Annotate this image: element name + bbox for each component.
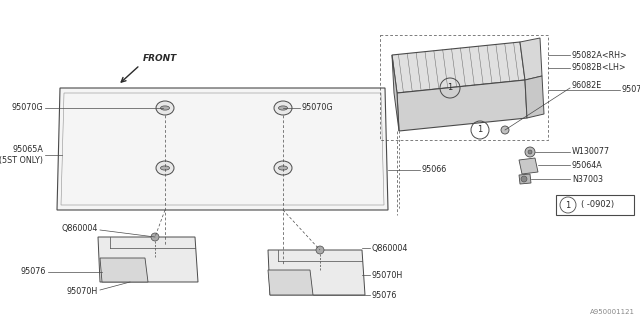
Polygon shape (268, 270, 313, 295)
Text: 95076: 95076 (372, 291, 397, 300)
Polygon shape (520, 38, 542, 80)
Polygon shape (392, 55, 399, 131)
Polygon shape (519, 174, 531, 184)
Text: 95066: 95066 (422, 165, 447, 174)
Text: 95073C: 95073C (622, 85, 640, 94)
Circle shape (525, 147, 535, 157)
Text: ( -0902): ( -0902) (581, 201, 614, 210)
Text: Q860004: Q860004 (61, 223, 98, 233)
Text: 95065A
(5ST ONLY): 95065A (5ST ONLY) (0, 145, 43, 165)
Text: 1: 1 (447, 84, 452, 92)
Ellipse shape (161, 166, 170, 170)
Text: 95070H: 95070H (372, 270, 403, 279)
Circle shape (316, 246, 324, 254)
Ellipse shape (278, 106, 287, 110)
Ellipse shape (274, 101, 292, 115)
Polygon shape (57, 88, 388, 210)
Polygon shape (525, 76, 544, 118)
Polygon shape (98, 237, 198, 282)
Bar (556, 195, 634, 215)
Text: 95070G: 95070G (302, 103, 333, 113)
Text: 1: 1 (477, 125, 483, 134)
Circle shape (521, 176, 527, 182)
Text: Q860004: Q860004 (372, 244, 408, 252)
Text: 95064A: 95064A (572, 161, 603, 170)
Ellipse shape (274, 161, 292, 175)
Text: FRONT: FRONT (143, 54, 177, 63)
Text: W130077: W130077 (572, 148, 610, 156)
Text: 95082A<RH>: 95082A<RH> (572, 51, 628, 60)
Ellipse shape (156, 161, 174, 175)
Ellipse shape (156, 101, 174, 115)
Circle shape (501, 126, 509, 134)
Polygon shape (268, 250, 365, 295)
Text: 95082B<LH>: 95082B<LH> (572, 63, 627, 73)
Text: A950001121: A950001121 (590, 309, 635, 315)
Ellipse shape (278, 166, 287, 170)
Text: 1: 1 (565, 201, 571, 210)
Circle shape (151, 233, 159, 241)
Ellipse shape (161, 106, 170, 110)
Circle shape (528, 150, 532, 154)
Polygon shape (392, 42, 525, 93)
Polygon shape (519, 158, 538, 174)
Polygon shape (397, 80, 527, 131)
Text: N37003: N37003 (572, 174, 603, 183)
Text: 95070G: 95070G (12, 103, 43, 113)
Text: 95070H: 95070H (67, 287, 98, 297)
Text: 95076: 95076 (20, 268, 46, 276)
Text: 96082E: 96082E (572, 82, 602, 91)
Polygon shape (100, 258, 148, 282)
